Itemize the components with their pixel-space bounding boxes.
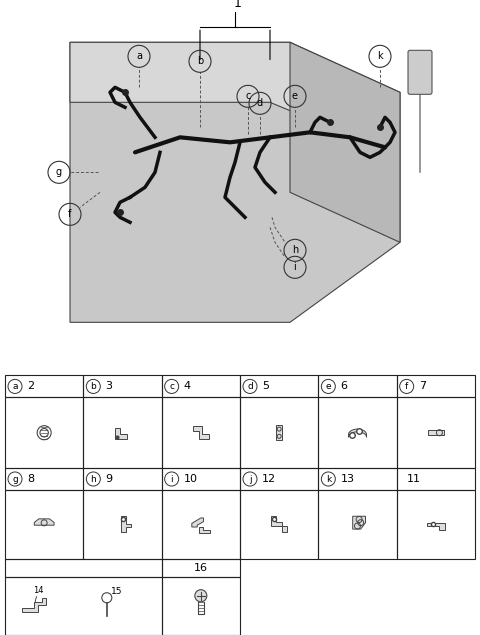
Polygon shape xyxy=(193,426,209,439)
Bar xyxy=(396,490,475,559)
Bar xyxy=(240,375,318,398)
Text: j: j xyxy=(249,474,252,483)
Text: f: f xyxy=(68,210,72,219)
Bar xyxy=(240,468,318,490)
Polygon shape xyxy=(353,516,365,529)
Polygon shape xyxy=(22,598,46,612)
Text: 4: 4 xyxy=(184,382,191,391)
Text: 5: 5 xyxy=(262,382,269,391)
Text: 11: 11 xyxy=(407,474,420,484)
Bar xyxy=(428,430,444,436)
Bar xyxy=(84,468,162,490)
Text: c: c xyxy=(245,91,251,102)
Bar xyxy=(162,468,240,490)
Text: 8: 8 xyxy=(27,474,34,484)
Polygon shape xyxy=(199,527,210,533)
Bar xyxy=(5,398,84,468)
Text: 15: 15 xyxy=(111,587,122,596)
Bar xyxy=(240,490,318,559)
Bar xyxy=(5,577,162,635)
Text: a: a xyxy=(136,51,142,62)
FancyBboxPatch shape xyxy=(408,50,432,95)
Text: i: i xyxy=(170,474,173,483)
Bar xyxy=(162,490,240,559)
Bar xyxy=(318,468,396,490)
Text: c: c xyxy=(169,382,174,391)
Text: a: a xyxy=(12,382,18,391)
Text: k: k xyxy=(377,51,383,62)
Text: 13: 13 xyxy=(340,474,354,484)
Polygon shape xyxy=(271,516,287,532)
Polygon shape xyxy=(121,516,131,532)
Polygon shape xyxy=(115,428,127,439)
Bar xyxy=(162,559,240,577)
Bar xyxy=(5,559,162,577)
Text: 6: 6 xyxy=(340,382,348,391)
Text: 7: 7 xyxy=(419,382,426,391)
Text: h: h xyxy=(90,474,96,483)
Text: h: h xyxy=(292,245,298,255)
Bar xyxy=(318,398,396,468)
Circle shape xyxy=(195,590,207,602)
Text: i: i xyxy=(294,262,296,272)
Text: 10: 10 xyxy=(184,474,198,484)
Bar xyxy=(84,490,162,559)
Text: g: g xyxy=(56,168,62,177)
Bar xyxy=(240,398,318,468)
Text: 3: 3 xyxy=(105,382,112,391)
Polygon shape xyxy=(192,518,204,527)
Text: k: k xyxy=(326,474,331,483)
Text: 2: 2 xyxy=(27,382,34,391)
Polygon shape xyxy=(290,43,400,243)
Bar xyxy=(396,398,475,468)
Bar xyxy=(162,577,240,635)
Bar xyxy=(396,375,475,398)
Polygon shape xyxy=(348,429,367,438)
Text: 14: 14 xyxy=(33,585,43,595)
Polygon shape xyxy=(34,519,54,525)
Bar xyxy=(396,468,475,490)
Bar xyxy=(162,375,240,398)
Bar xyxy=(84,398,162,468)
Text: 12: 12 xyxy=(262,474,276,484)
Bar xyxy=(5,490,84,559)
Text: b: b xyxy=(90,382,96,391)
Bar xyxy=(318,375,396,398)
Text: 9: 9 xyxy=(105,474,112,484)
Text: f: f xyxy=(405,382,408,391)
Text: e: e xyxy=(292,91,298,102)
Text: b: b xyxy=(197,57,203,66)
Polygon shape xyxy=(427,523,444,530)
Text: d: d xyxy=(257,98,263,109)
Bar xyxy=(5,468,84,490)
Text: 16: 16 xyxy=(194,563,208,573)
Bar xyxy=(5,375,84,398)
Text: g: g xyxy=(12,474,18,483)
Polygon shape xyxy=(70,43,400,323)
Polygon shape xyxy=(70,43,390,152)
Bar xyxy=(84,375,162,398)
Bar xyxy=(318,490,396,559)
Text: d: d xyxy=(247,382,253,391)
Bar xyxy=(162,398,240,468)
Text: 1: 1 xyxy=(234,0,242,10)
Bar xyxy=(276,425,282,440)
Text: e: e xyxy=(325,382,331,391)
